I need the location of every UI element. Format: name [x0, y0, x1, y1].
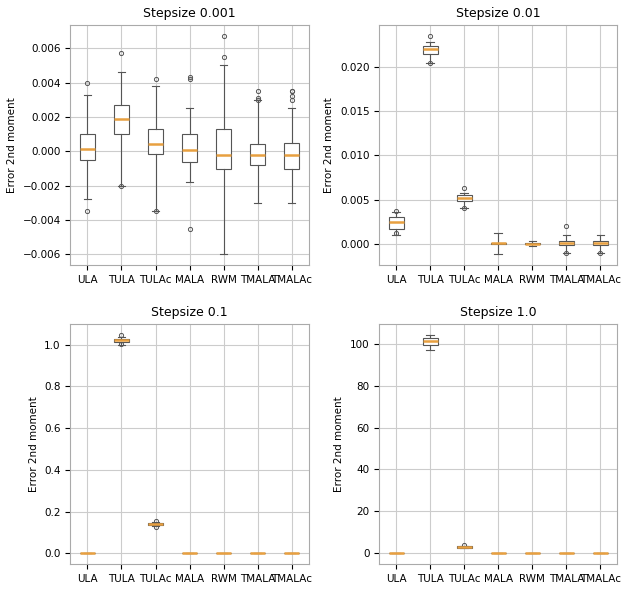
PathPatch shape — [284, 143, 299, 168]
PathPatch shape — [457, 546, 472, 547]
PathPatch shape — [593, 241, 608, 245]
Title: Stepsize 0.1: Stepsize 0.1 — [151, 306, 228, 319]
PathPatch shape — [423, 338, 438, 345]
Title: Stepsize 0.01: Stepsize 0.01 — [456, 7, 541, 20]
Y-axis label: Error 2nd moment: Error 2nd moment — [7, 98, 17, 193]
Title: Stepsize 1.0: Stepsize 1.0 — [460, 306, 537, 319]
PathPatch shape — [423, 46, 438, 54]
Y-axis label: Error 2nd moment: Error 2nd moment — [325, 98, 335, 193]
PathPatch shape — [389, 217, 404, 229]
PathPatch shape — [457, 195, 472, 202]
PathPatch shape — [250, 144, 265, 165]
Title: Stepsize 0.001: Stepsize 0.001 — [143, 7, 236, 20]
PathPatch shape — [525, 243, 540, 244]
PathPatch shape — [114, 105, 129, 134]
PathPatch shape — [80, 134, 95, 160]
Y-axis label: Error 2nd moment: Error 2nd moment — [335, 397, 344, 492]
PathPatch shape — [216, 129, 231, 168]
Y-axis label: Error 2nd moment: Error 2nd moment — [29, 397, 39, 492]
PathPatch shape — [148, 523, 163, 525]
PathPatch shape — [148, 129, 163, 154]
PathPatch shape — [114, 339, 129, 342]
PathPatch shape — [182, 134, 197, 162]
PathPatch shape — [491, 242, 506, 244]
PathPatch shape — [559, 241, 574, 245]
